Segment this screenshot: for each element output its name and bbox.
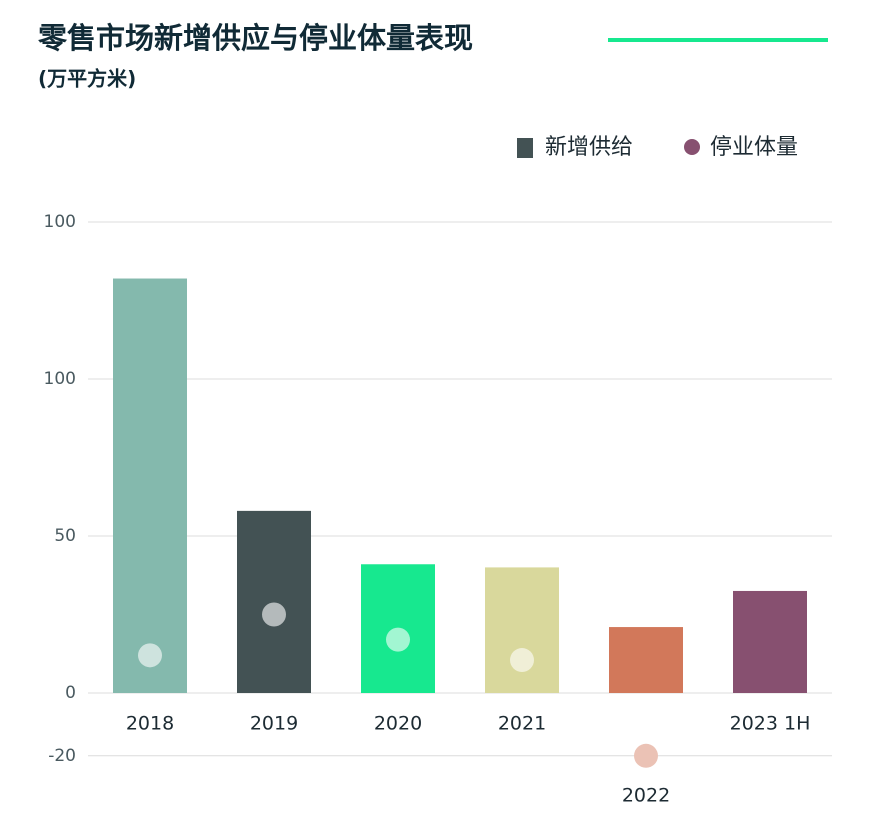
bar	[609, 627, 683, 693]
dot	[262, 602, 286, 627]
y-tick-label: 50	[54, 526, 76, 546]
x-tick-label: 2021	[498, 713, 546, 735]
legend-label: 停业体量	[710, 135, 798, 160]
x-tick-label: 2020	[374, 713, 422, 735]
y-tick-label: 100	[44, 212, 76, 232]
x-tick-label: 2019	[250, 713, 298, 735]
chart-title: 零售市场新增供应与停业体量表现	[38, 21, 473, 55]
legend-label: 新增供给	[545, 135, 633, 160]
chart-subtitle: (万平方米)	[38, 67, 136, 91]
bar	[113, 278, 187, 693]
x-tick-label: 2023 1H	[730, 713, 811, 735]
bar	[237, 510, 311, 693]
y-tick-label: 100	[44, 369, 76, 389]
dot	[510, 648, 534, 673]
x-tick-label: 2022	[622, 784, 670, 806]
legend-swatch	[684, 139, 700, 155]
legend-swatch	[517, 138, 533, 158]
bar	[485, 567, 559, 693]
y-tick-label: -20	[48, 746, 76, 766]
dot	[634, 743, 658, 768]
dot	[138, 643, 162, 668]
y-tick-label: 0	[65, 683, 76, 703]
bar	[733, 590, 807, 693]
dot	[386, 627, 410, 652]
x-tick-label: 2018	[126, 713, 174, 735]
